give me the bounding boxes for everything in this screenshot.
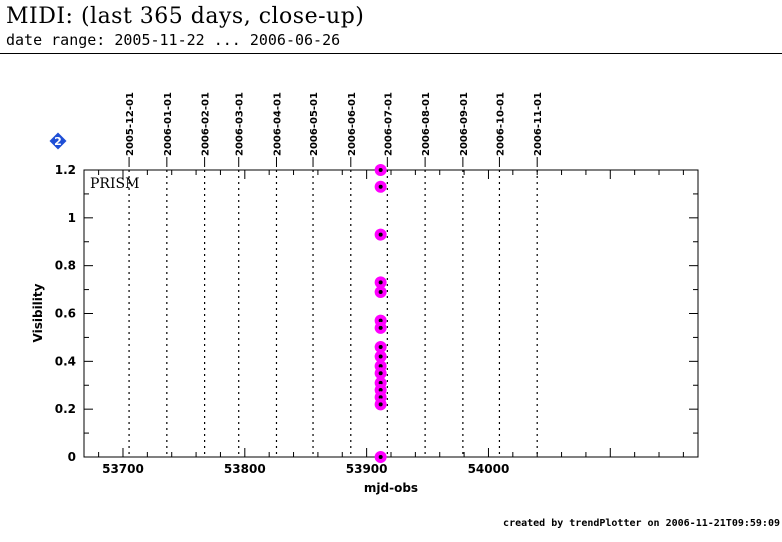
- header-divider: [0, 53, 782, 54]
- y-tick-label: 0.6: [55, 307, 76, 321]
- data-point-center: [378, 364, 383, 369]
- month-label: 2006-09-01: [459, 92, 470, 156]
- y-tick-label: 0.4: [55, 354, 76, 368]
- data-point-center: [378, 325, 383, 330]
- y-tick-label: 0.8: [55, 259, 76, 273]
- month-label: 2006-02-01: [201, 92, 212, 156]
- y-axis-label: Visibility: [31, 283, 45, 342]
- month-label: 2006-03-01: [235, 92, 246, 156]
- data-point-center: [378, 371, 383, 376]
- month-label: 2006-11-01: [533, 92, 544, 156]
- month-label: 2006-07-01: [383, 92, 394, 156]
- data-point-center: [378, 354, 383, 359]
- data-point-center: [378, 318, 383, 323]
- month-label: 2006-04-01: [272, 92, 283, 156]
- data-point-center: [378, 380, 383, 385]
- y-tick-label: 1: [68, 211, 76, 225]
- panel-label: PRISM: [90, 176, 139, 192]
- month-label: 2005-12-01: [125, 92, 136, 156]
- y-tick-label: 1.2: [55, 163, 76, 177]
- data-point-center: [378, 184, 383, 189]
- page-title: MIDI: (last 365 days, close-up): [6, 4, 365, 29]
- x-tick-label: 53900: [346, 462, 388, 476]
- date-range-subtitle: date range: 2005-11-22 ... 2006-06-26: [6, 31, 341, 49]
- x-axis-label: mjd-obs: [364, 481, 418, 495]
- month-label: 2006-01-01: [163, 92, 174, 156]
- data-point-center: [378, 388, 383, 393]
- data-point-center: [378, 280, 383, 285]
- data-point-center: [378, 455, 383, 459]
- data-point-center: [378, 168, 383, 172]
- data-point-center: [378, 289, 383, 294]
- data-point-center: [378, 395, 383, 400]
- month-label: 2006-10-01: [495, 92, 506, 156]
- y-tick-label: 0: [68, 450, 76, 464]
- badge-2-icon: 2: [49, 132, 67, 150]
- x-tick-label: 53700: [102, 462, 144, 476]
- badge-label: 2: [54, 135, 62, 148]
- month-label: 2006-06-01: [347, 92, 358, 156]
- footer-credit: created by trendPlotter on 2006-11-21T09…: [503, 518, 780, 529]
- plot-frame: [83, 169, 699, 458]
- data-point-center: [378, 402, 383, 407]
- data-point-center: [378, 232, 383, 237]
- month-label: 2006-08-01: [421, 92, 432, 156]
- x-tick-label: 53800: [224, 462, 266, 476]
- month-label: 2006-05-01: [309, 92, 320, 156]
- data-point-center: [378, 344, 383, 349]
- y-tick-label: 0.2: [55, 402, 76, 416]
- x-tick-label: 54000: [468, 462, 510, 476]
